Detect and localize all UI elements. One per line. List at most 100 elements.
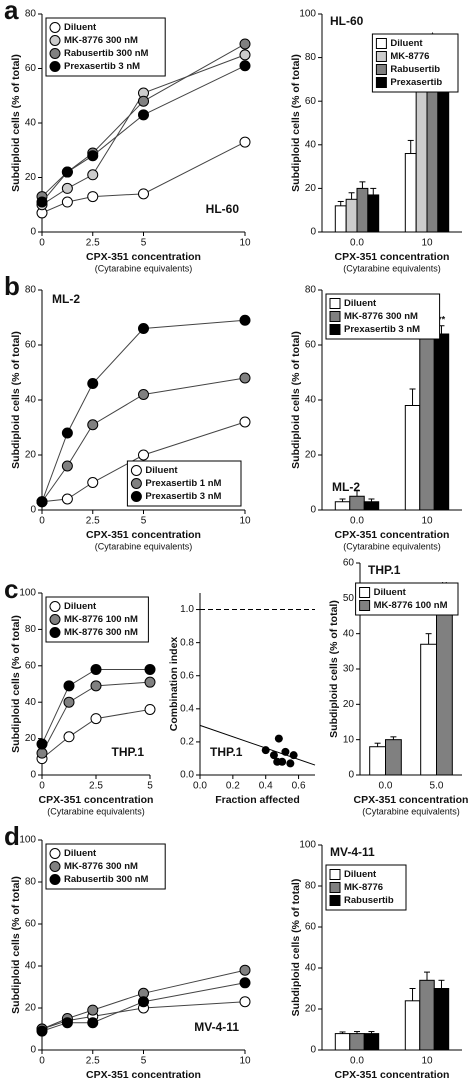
series-line: [41, 54, 246, 206]
bar: [404, 405, 421, 511]
data-point: [36, 738, 48, 750]
x-tick-label: 2.5: [86, 1056, 100, 1067]
data-point: [239, 38, 251, 50]
annotation: HL-60: [206, 202, 240, 216]
x-axis-sublabel: (Cytarabine equivalents): [47, 806, 145, 816]
legend-box: [355, 582, 459, 616]
y-tick-label: 60: [305, 340, 317, 351]
x-tick-label: 0.0: [193, 781, 207, 792]
data-point: [90, 680, 102, 692]
y-tick-label: 20: [25, 733, 37, 744]
series-line: [41, 681, 151, 754]
y-tick-label: 60: [25, 340, 37, 351]
data-point: [278, 757, 287, 766]
data-point: [274, 734, 283, 743]
data-point: [87, 169, 99, 181]
legend-swatch: [375, 64, 387, 75]
y-axis-label: Subdiploid cells (% of total): [10, 331, 22, 469]
legend-swatch: [329, 895, 341, 906]
y-tick-label: 100: [19, 835, 36, 846]
panel-label: d: [4, 821, 20, 851]
y-tick-label: 0.0: [180, 770, 194, 781]
data-point: [61, 196, 73, 208]
y-tick-label: 0: [30, 227, 36, 238]
bar: [415, 74, 428, 233]
legend-label: Diluent: [390, 38, 423, 49]
data-point: [239, 136, 251, 148]
legend-label: Diluent: [344, 869, 377, 880]
data-point: [87, 477, 99, 488]
y-axis-label: Subdiploid cells (% of total): [10, 876, 22, 1014]
legend-label: Diluent: [344, 298, 377, 309]
y-tick-label: 20: [343, 699, 355, 710]
legend-swatch: [49, 614, 61, 625]
data-point: [61, 166, 73, 178]
annotation: THP.1: [112, 745, 145, 759]
data-point: [138, 449, 149, 461]
bar: [349, 1033, 365, 1051]
x-tick-label: 0.0: [350, 1056, 364, 1067]
data-point: [61, 182, 73, 194]
data-point: [281, 747, 290, 756]
x-tick-label: 10: [421, 516, 433, 527]
bar: [334, 205, 347, 233]
legend-box: [325, 293, 441, 340]
x-tick-label: 0.0: [379, 781, 393, 792]
bar: [345, 198, 358, 233]
data-point: [36, 747, 48, 759]
legend-label: Diluent: [374, 587, 407, 598]
data-point: [138, 109, 149, 121]
legend-swatch: [49, 35, 61, 46]
y-axis-label: Subdiploid cells (% of total): [290, 331, 302, 469]
x-tick-label: 5: [147, 781, 153, 792]
data-point: [90, 713, 102, 725]
data-point: [63, 680, 75, 692]
y-tick-label: 0: [348, 770, 354, 781]
legend-label: MK-8776 100 nM: [64, 614, 138, 625]
legend-swatch: [375, 38, 387, 49]
y-tick-label: 60: [25, 919, 37, 930]
y-tick-label: 100: [19, 588, 36, 599]
y-tick-label: 20: [305, 183, 317, 194]
bar: [404, 1000, 421, 1051]
legend-label: Diluent: [145, 465, 178, 476]
legend-swatch: [130, 491, 142, 502]
y-tick-label: 60: [343, 558, 355, 569]
x-tick-label: 0.0: [350, 238, 364, 249]
x-tick-label: 5: [141, 238, 147, 249]
bar: [334, 1033, 351, 1051]
legend-box: [45, 843, 166, 890]
legend-label: MK-8776 300 nM: [64, 35, 138, 46]
y-tick-label: 40: [343, 628, 355, 639]
data-point: [36, 1025, 48, 1037]
legend-swatch: [329, 298, 341, 309]
y-tick-label: 20: [25, 172, 37, 183]
legend-swatch: [359, 587, 371, 598]
legend-label: MK-8776: [344, 882, 383, 893]
x-tick-label: 10: [421, 238, 433, 249]
y-tick-label: 80: [25, 9, 37, 20]
data-point: [144, 703, 156, 715]
data-point: [144, 676, 156, 688]
series-line: [41, 708, 151, 760]
legend-swatch: [329, 869, 341, 880]
y-tick-label: 0: [310, 1045, 316, 1056]
y-tick-label: 10: [343, 734, 355, 745]
y-tick-label: 40: [25, 961, 37, 972]
y-tick-label: 20: [25, 450, 37, 461]
data-point: [239, 60, 251, 72]
data-point: [239, 977, 251, 989]
legend-label: Prexasertib: [390, 77, 442, 88]
x-tick-label: 0.2: [226, 781, 240, 792]
y-tick-label: 0: [310, 505, 316, 516]
y-tick-label: 80: [25, 285, 37, 296]
x-axis-label: Fraction affected: [215, 794, 300, 806]
y-tick-label: 60: [305, 922, 317, 933]
bar: [363, 1033, 380, 1051]
legend-swatch: [329, 311, 341, 322]
legend-swatch: [329, 882, 341, 893]
x-axis-sublabel: (Cytarabine equivalents): [343, 541, 441, 551]
x-tick-label: 0: [39, 238, 45, 249]
bar: [436, 594, 453, 776]
